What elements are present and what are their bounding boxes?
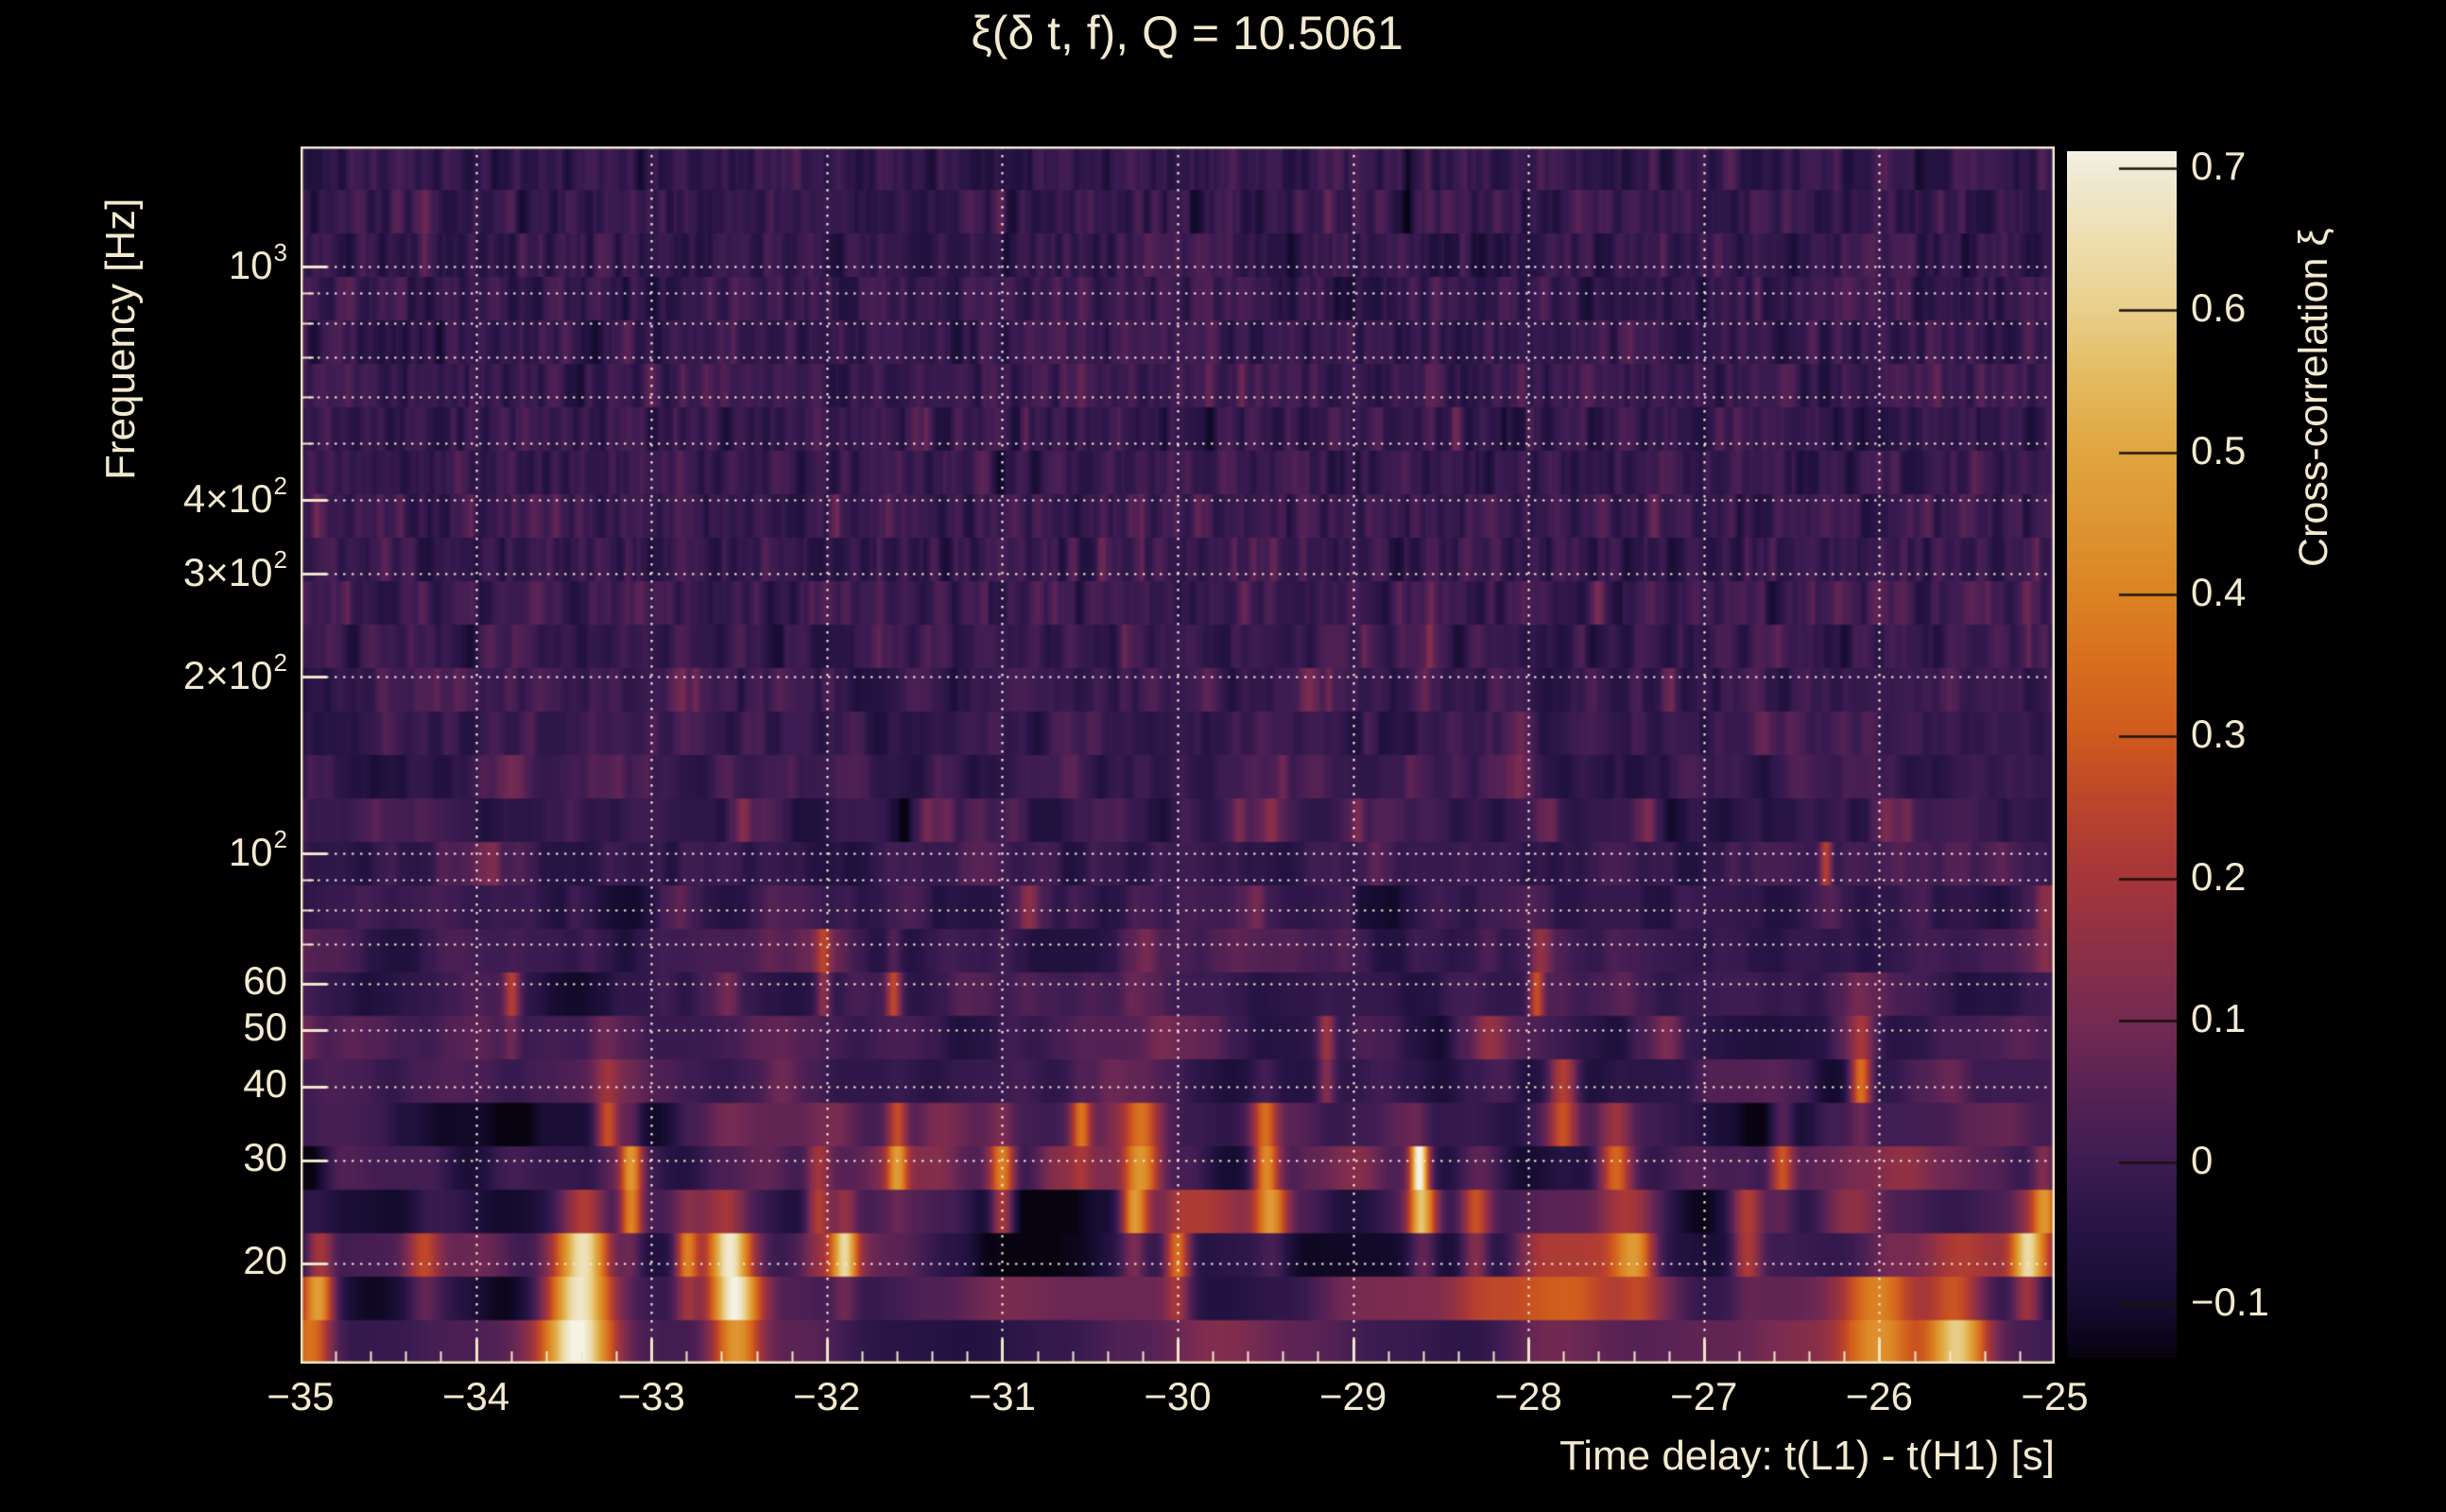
colorbar-tick-label: 0.4 (2191, 569, 2247, 614)
chart-title: ξ(δ t, f), Q = 10.5061 (971, 7, 1404, 60)
colorbar (2067, 151, 2177, 1358)
heatmap-plot-area (301, 146, 2055, 1364)
y-tick-label: 2×102 (182, 647, 287, 697)
x-tick-label: −33 (617, 1374, 685, 1418)
colorbar-tick-label: 0 (2191, 1138, 2213, 1183)
colorbar-tick-label: 0.1 (2191, 995, 2247, 1040)
y-tick-label: 103 (228, 237, 287, 287)
y-tick-label: 50 (243, 1004, 287, 1049)
colorbar-tick-label: 0.3 (2191, 712, 2247, 757)
x-tick-label: −35 (267, 1374, 335, 1418)
y-tick-label: 3×102 (182, 544, 287, 594)
x-axis-title: Time delay: t(L1) - t(H1) [s] (1559, 1433, 2055, 1479)
colorbar-tick-label: 0.2 (2191, 853, 2247, 899)
colorbar-tick-label: 0.7 (2191, 144, 2247, 189)
colorbar-tick-label: 0.5 (2191, 427, 2247, 472)
colorbar-title: Cross-correlation ξ (2291, 228, 2336, 567)
y-tick-label: 4×102 (182, 471, 287, 521)
x-tick-label: −34 (441, 1374, 510, 1418)
colorbar-tick-label: −0.1 (2191, 1280, 2269, 1325)
colorbar-tick-label: 0.6 (2191, 285, 2247, 331)
y-tick-label: 30 (243, 1134, 287, 1179)
x-tick-label: −28 (1494, 1374, 1562, 1418)
x-tick-label: −27 (1670, 1374, 1738, 1418)
grid-ticks-overlay (301, 146, 2055, 1364)
x-tick-label: −26 (1845, 1374, 1914, 1418)
x-tick-label: −32 (793, 1374, 861, 1418)
y-tick-label: 60 (243, 957, 287, 1003)
y-tick-label: 40 (243, 1061, 287, 1107)
x-tick-label: −25 (2021, 1374, 2089, 1418)
x-tick-label: −31 (968, 1374, 1037, 1418)
x-tick-label: −30 (1144, 1374, 1212, 1418)
y-tick-label: 20 (243, 1237, 287, 1282)
y-tick-label: 102 (228, 824, 287, 874)
y-axis-title: Frequency [Hz] (97, 198, 144, 480)
x-tick-label: −29 (1318, 1374, 1387, 1418)
